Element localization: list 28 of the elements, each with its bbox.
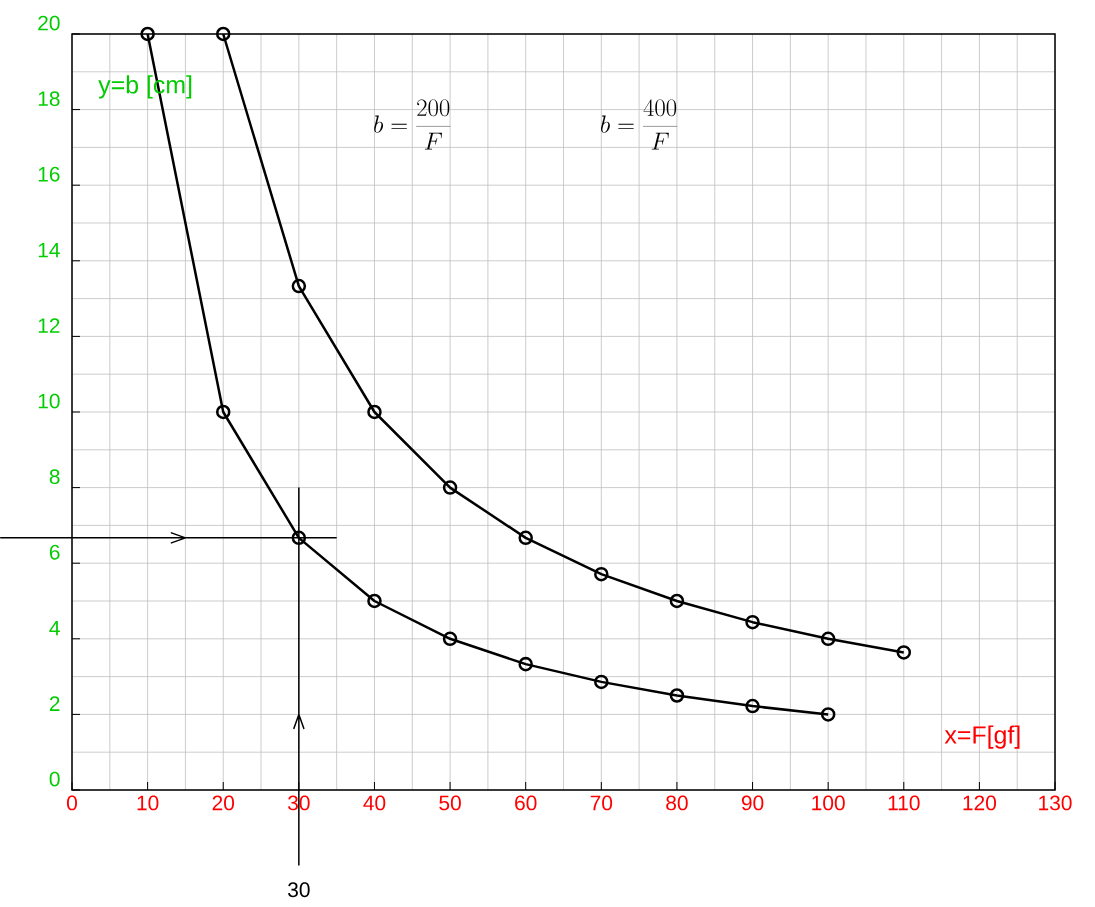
x-axis-title: x=F[gf]	[944, 725, 1020, 749]
y-tick-label: 8	[49, 469, 60, 485]
ref-line-label: 30	[288, 882, 310, 898]
x-tick-label: 100	[812, 795, 845, 811]
y-tick-label: 10	[38, 393, 60, 409]
y-tick-label: 16	[38, 166, 60, 182]
x-tick-label: 80	[666, 795, 688, 811]
x-tick-label: 40	[363, 795, 386, 811]
y-tick-label: 12	[38, 318, 60, 333]
x-tick-label: 130	[1039, 795, 1072, 811]
y-tick-label: 2	[49, 696, 60, 711]
y-tick-label: 20	[38, 15, 60, 31]
x-tick-label: 10	[137, 795, 159, 811]
x-tick-label: 0	[66, 795, 77, 811]
x-tick-label: 60	[515, 795, 537, 811]
y-tick-label: 18	[38, 91, 60, 107]
x-tick-label: 20	[212, 795, 235, 811]
x-tick-label: 70	[590, 795, 613, 811]
annotation: $b = \frac{200}{F}$	[374, 99, 451, 150]
y-tick-label: 6	[49, 544, 60, 560]
x-tick-label: 110	[888, 795, 920, 811]
x-tick-label: 90	[741, 795, 764, 811]
y-tick-label: 14	[38, 242, 60, 258]
x-tick-label: 50	[439, 795, 461, 811]
annotation: $b = \frac{400}{F}$	[601, 99, 678, 150]
y-tick-label: 4	[49, 620, 60, 636]
x-tick-label: 120	[963, 795, 997, 811]
y-tick-label: 0	[49, 771, 60, 787]
